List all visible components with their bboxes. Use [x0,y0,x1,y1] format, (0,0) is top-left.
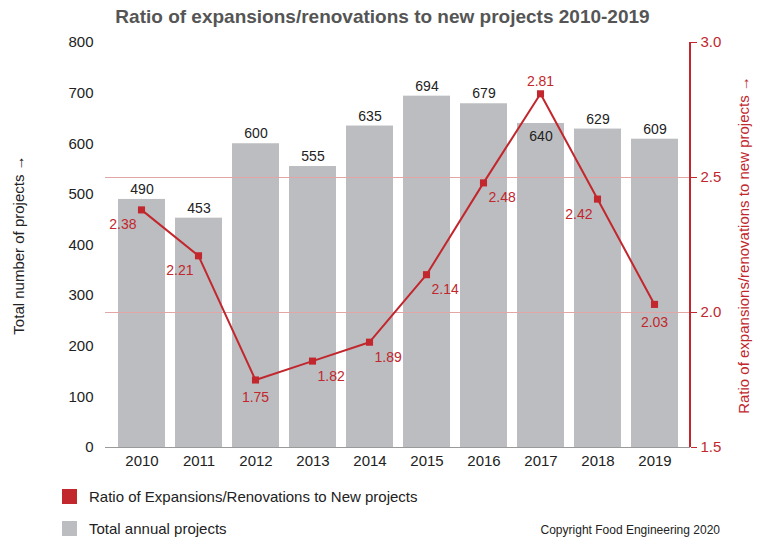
svg-text:2.03: 2.03 [641,314,668,330]
svg-text:Total number of projects →: Total number of projects → [10,155,27,334]
svg-text:1.89: 1.89 [375,349,402,365]
html-text:Ratio of Expansions/Renovation: Ratio of Expansions/Renovations to New p… [89,488,418,505]
svg-text:500: 500 [68,185,93,202]
svg-text:600: 600 [244,125,268,141]
svg-text:2013: 2013 [296,452,329,469]
svg-text:635: 635 [358,108,382,124]
svg-text:2.42: 2.42 [565,206,592,222]
svg-text:679: 679 [472,85,496,101]
svg-text:2015: 2015 [410,452,443,469]
svg-text:200: 200 [68,337,93,354]
svg-text:2018: 2018 [581,452,614,469]
svg-text:100: 100 [68,388,93,405]
html-text:Copyright Food Engineering 202: Copyright Food Engineering 2020 [540,523,720,537]
svg-text:400: 400 [68,236,93,253]
svg-text:453: 453 [187,200,211,216]
svg-text:694: 694 [415,78,439,94]
svg-text:1.75: 1.75 [242,389,269,405]
html-text:Ratio of expansions/renovation: Ratio of expansions/renovations to new p… [115,6,650,27]
svg-text:490: 490 [130,181,154,197]
svg-text:2.48: 2.48 [489,189,516,205]
svg-text:300: 300 [68,286,93,303]
svg-text:2012: 2012 [239,452,272,469]
svg-text:609: 609 [643,121,667,137]
svg-text:2.81: 2.81 [527,73,554,89]
svg-text:3.0: 3.0 [701,33,722,50]
svg-text:0: 0 [85,438,93,455]
svg-text:2016: 2016 [467,452,500,469]
svg-text:2.14: 2.14 [432,281,459,297]
svg-text:2.21: 2.21 [166,262,193,278]
svg-text:2.0: 2.0 [701,303,722,320]
svg-text:2019: 2019 [638,452,671,469]
html-text:Total annual projects: Total annual projects [89,520,227,537]
svg-text:2011: 2011 [183,452,215,469]
svg-text:800: 800 [68,33,93,50]
svg-text:700: 700 [68,84,93,101]
svg-text:2.5: 2.5 [701,168,722,185]
svg-text:629: 629 [586,111,610,127]
svg-text:2.38: 2.38 [109,216,136,232]
svg-text:2014: 2014 [353,452,386,469]
svg-text:640: 640 [529,128,553,144]
svg-text:2010: 2010 [125,452,158,469]
svg-text:600: 600 [68,135,93,152]
svg-text:1.5: 1.5 [701,438,722,455]
svg-text:1.82: 1.82 [318,368,345,384]
svg-text:2017: 2017 [524,452,557,469]
svg-text:555: 555 [301,148,325,164]
svg-text:Ratio of expansions/renovation: Ratio of expansions/renovations to new p… [735,76,752,414]
